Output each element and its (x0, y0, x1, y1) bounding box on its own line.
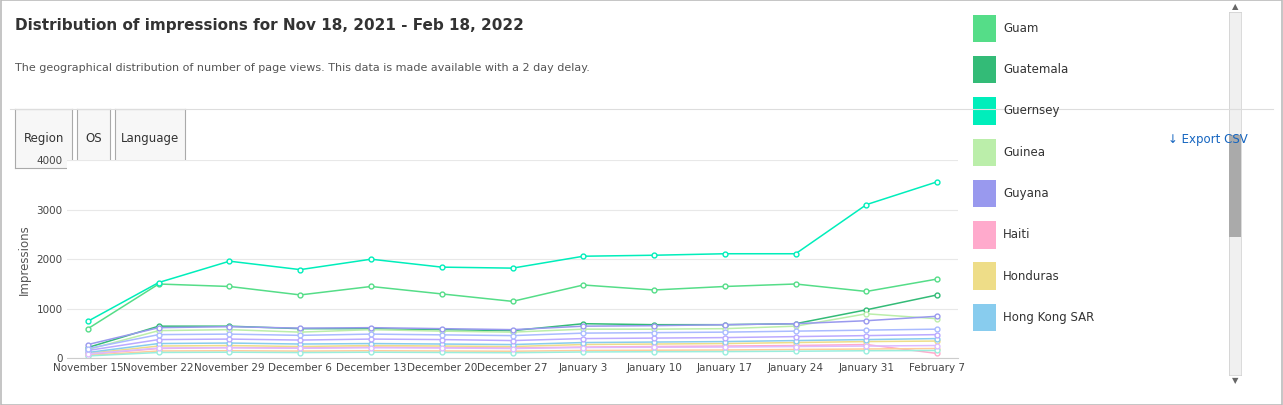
Text: Language: Language (121, 132, 180, 145)
Text: Honduras: Honduras (1003, 270, 1060, 283)
Text: Guyana: Guyana (1003, 187, 1049, 200)
Text: Region: Region (23, 132, 64, 145)
Text: Distribution of impressions for Nov 18, 2021 - Feb 18, 2022: Distribution of impressions for Nov 18, … (15, 18, 525, 33)
Text: ↓ Export CSV: ↓ Export CSV (1168, 133, 1247, 146)
Text: Guinea: Guinea (1003, 146, 1046, 159)
Text: ▲: ▲ (1232, 2, 1238, 11)
Text: ▼: ▼ (1232, 376, 1238, 385)
Text: Guernsey: Guernsey (1003, 104, 1060, 117)
Text: Hong Kong SAR: Hong Kong SAR (1003, 311, 1094, 324)
Text: Guatemala: Guatemala (1003, 63, 1069, 76)
Text: Guam: Guam (1003, 22, 1039, 35)
Text: Haiti: Haiti (1003, 228, 1030, 241)
Text: The geographical distribution of number of page views. This data is made availab: The geographical distribution of number … (15, 63, 590, 73)
Text: OS: OS (86, 132, 101, 145)
Y-axis label: Impressions: Impressions (18, 224, 31, 294)
